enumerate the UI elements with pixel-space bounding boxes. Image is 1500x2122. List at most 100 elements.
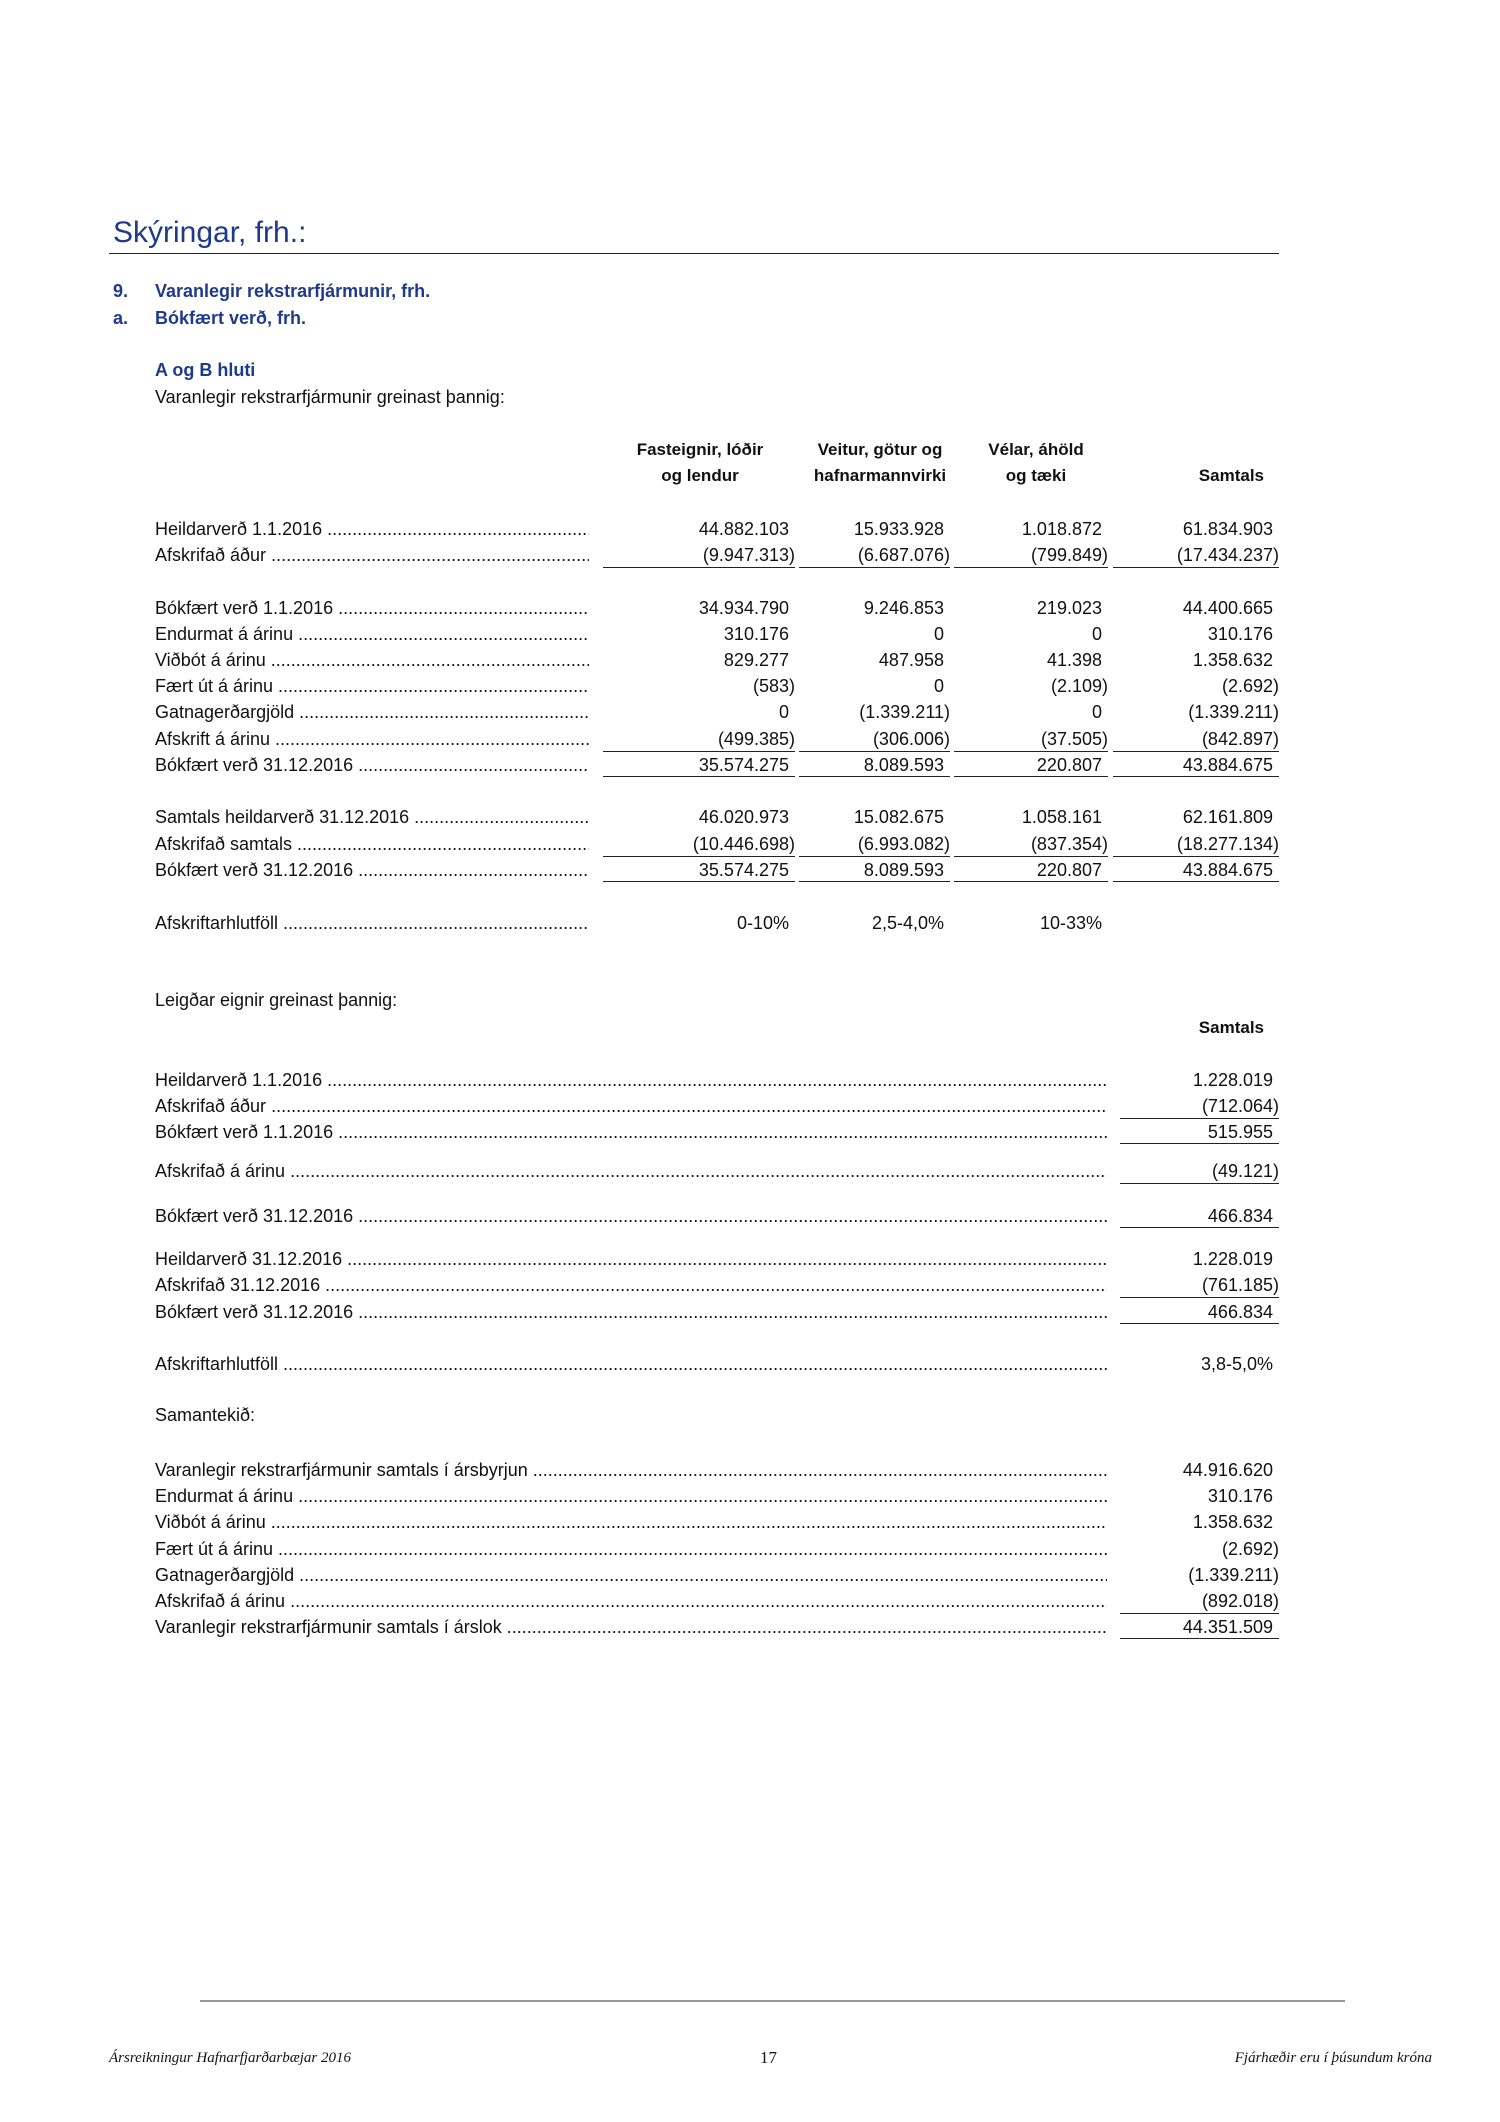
- row-label: Endurmat á árinu: [155, 621, 589, 647]
- table2-intro: Leigðar eignir greinast þannig:: [155, 990, 398, 1010]
- row-value: [1113, 910, 1279, 935]
- table-row: Bókfært verð 1.1.2016 515.955: [0, 1119, 1500, 1145]
- table-row: Varanlegir rekstrarfjármunir samtals í á…: [0, 1457, 1500, 1483]
- table-row: Varanlegir rekstrarfjármunir samtals í á…: [0, 1614, 1500, 1640]
- row-value: (837.354): [954, 831, 1108, 857]
- table-row: Endurmat á árinu 310.176 0 0 310.176: [0, 621, 1500, 647]
- row-value: 310.176: [723, 624, 789, 644]
- table-row: Endurmat á árinu 310.176: [0, 1483, 1500, 1509]
- row-label: Bókfært verð 31.12.2016: [155, 857, 589, 883]
- title-divider: [109, 253, 1279, 254]
- page-title: Skýringar, frh.:: [113, 216, 307, 249]
- row-value: 1.058.161: [1021, 807, 1102, 827]
- table-row: Samtals heildarverð 31.12.2016 46.020.973…: [0, 804, 1500, 830]
- row-value: (1.339.211): [1188, 1564, 1279, 1585]
- row-value: 61.834.903: [1182, 519, 1273, 539]
- table2-col-header-samtals: Samtals: [1198, 1018, 1264, 1037]
- row-value: 310.176: [1207, 1486, 1273, 1507]
- row-value: 8.089.593: [799, 752, 950, 777]
- table-row: Fært út á árinu (2.692): [0, 1536, 1500, 1562]
- row-value: (306.006): [799, 726, 950, 752]
- row-label: Afskrifað samtals: [155, 831, 589, 857]
- row-label: Afskrift á árinu: [155, 726, 589, 752]
- table-row: Viðbót á árinu 1.358.632: [0, 1509, 1500, 1535]
- row-value: 35.574.275: [603, 857, 795, 882]
- row-value: (18.277.134): [1113, 831, 1279, 857]
- row-label: Varanlegir rekstrarfjármunir samtals í á…: [155, 1614, 1107, 1640]
- footer-report-name: Ársreikningur Hafnarfjarðarbæjar 2016: [109, 2050, 351, 2066]
- row-value: 219.023: [1036, 598, 1102, 618]
- row-value: (1.339.211): [859, 702, 950, 722]
- table-row: Afskriftarhlutföll 3,8-5,0%: [0, 1351, 1500, 1377]
- row-label: Afskrifað á árinu: [155, 1158, 1107, 1184]
- row-value: 43.884.675: [1113, 752, 1279, 777]
- row-value: (892.018): [1120, 1588, 1279, 1614]
- row-value: 46.020.973: [698, 807, 789, 827]
- footer-currency-note: Fjárhæðir eru í þúsundum króna: [1234, 2050, 1432, 2066]
- row-value: (9.947.313): [603, 542, 795, 568]
- col-header-line1: Fasteignir, lóðir: [636, 440, 764, 459]
- row-value: 34.934.790: [698, 598, 789, 618]
- row-value: (10.446.698): [603, 831, 795, 857]
- row-label: Heildarverð 31.12.2016: [155, 1246, 1107, 1272]
- col-header-samtals: Samtals: [1198, 466, 1264, 485]
- table-row: Gatnagerðargjöld (1.339.211): [0, 1562, 1500, 1588]
- row-value: (712.064): [1120, 1093, 1279, 1119]
- row-value: (583): [752, 676, 795, 696]
- row-value: 9.246.853: [863, 598, 944, 618]
- col-header-line2: og tæki: [1005, 466, 1067, 485]
- row-value: 1.358.632: [1192, 1512, 1273, 1533]
- table-row: Bókfært verð 31.12.2016 35.574.2758.089.5…: [0, 752, 1500, 778]
- row-value: (842.897): [1113, 726, 1279, 752]
- row-value: 3,8-5,0%: [1200, 1354, 1273, 1374]
- row-value: 43.884.675: [1113, 857, 1279, 882]
- row-label: Afskrifað á árinu: [155, 1588, 1107, 1614]
- row-label: Bókfært verð 31.12.2016: [155, 1299, 1107, 1325]
- row-value: 44.351.509: [1120, 1614, 1279, 1640]
- row-value: 0: [933, 676, 944, 696]
- col-header-line1: Vélar, áhöld: [988, 440, 1084, 459]
- row-value: 487.958: [878, 650, 944, 670]
- row-value: 35.574.275: [603, 752, 795, 777]
- row-value: 15.082.675: [853, 807, 944, 827]
- row-label: Fært út á árinu: [155, 673, 589, 699]
- col-header-line2: og lendur: [661, 466, 739, 485]
- row-value: 15.933.928: [853, 519, 944, 539]
- row-label: Bókfært verð 31.12.2016: [155, 1203, 1107, 1229]
- table-row: Afskrifað áður (712.064): [0, 1093, 1500, 1119]
- table-row: Afskrifað á árinu (49.121): [0, 1158, 1500, 1184]
- row-value: 1.018.872: [1021, 519, 1102, 539]
- row-value: 0-10%: [736, 913, 789, 933]
- row-value: (499.385): [603, 726, 795, 752]
- table-row: Afskriftarhlutföll 0-10% 2,5-4,0% 10-33%: [0, 910, 1500, 936]
- section-number-9: 9.: [113, 281, 129, 301]
- table-row: Gatnagerðargjöld 0 (1.339.211) 0 (1.339.211): [0, 699, 1500, 725]
- row-value: (6.993.082): [799, 831, 950, 857]
- row-value: 310.176: [1207, 624, 1273, 644]
- row-value: 44.916.620: [1182, 1460, 1273, 1480]
- row-label: Afskriftarhlutföll: [155, 1351, 1107, 1377]
- row-label: Gatnagerðargjöld: [155, 1562, 1107, 1588]
- row-value: 466.834: [1120, 1203, 1279, 1228]
- table-row: Fært út á árinu (583) 0 (2.109) (2.692): [0, 673, 1500, 699]
- table3-intro: Samantekið:: [155, 1405, 256, 1425]
- row-value: 0: [1091, 624, 1102, 644]
- row-label: Heildarverð 1.1.2016: [155, 516, 589, 542]
- row-value: 2,5-4,0%: [871, 913, 944, 933]
- row-label: Heildarverð 1.1.2016: [155, 1067, 1107, 1093]
- section-number-a: a.: [113, 308, 129, 328]
- row-value: 44.400.665: [1182, 598, 1273, 618]
- table-row: Afskrifað samtals (10.446.698)(6.993.082)…: [0, 831, 1500, 857]
- table-row: Afskrift á árinu (499.385)(306.006)(37.50…: [0, 726, 1500, 752]
- row-value: 1.228.019: [1192, 1070, 1273, 1090]
- row-value: (799.849): [954, 542, 1108, 568]
- row-label: Bókfært verð 1.1.2016: [155, 595, 589, 621]
- footer-page-number: 17: [760, 2048, 777, 2067]
- table-row: Afskrifað áður (9.947.313)(6.687.076)(799…: [0, 542, 1500, 568]
- section-heading-a: Bókfært verð, frh.: [155, 308, 307, 328]
- row-value: (17.434.237): [1113, 542, 1279, 568]
- row-label: Bókfært verð 1.1.2016: [155, 1119, 1107, 1145]
- row-value: 1.358.632: [1192, 650, 1273, 670]
- row-label: Varanlegir rekstrarfjármunir samtals í á…: [155, 1457, 1107, 1483]
- row-label: Afskrifað 31.12.2016: [155, 1272, 1107, 1298]
